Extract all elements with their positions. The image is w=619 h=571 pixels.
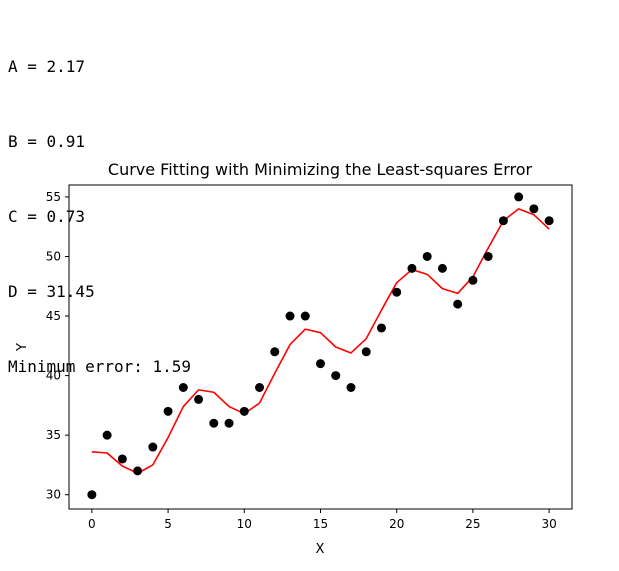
data-point	[209, 418, 219, 428]
fitted-curve-line	[91, 208, 550, 475]
data-point	[148, 442, 158, 452]
output-line-d: D = 31.45	[8, 282, 95, 301]
data-point	[316, 359, 325, 369]
y-tick-label: 50	[46, 249, 61, 263]
output-lines: A = 2.17 B = 0.91 C = 0.73 D = 31.45 Min…	[8, 4, 191, 404]
data-point	[346, 383, 356, 392]
data-point	[361, 347, 371, 357]
data-point	[224, 418, 234, 428]
x-tick-label: 25	[465, 517, 480, 531]
data-point	[117, 454, 127, 464]
data-point	[422, 251, 432, 261]
data-point	[239, 406, 249, 416]
chart-title: Curve Fitting with Minimizing the Least-…	[108, 160, 533, 179]
data-point	[453, 299, 463, 309]
x-tick-label: 15	[313, 517, 328, 531]
y-axis-title: Y	[15, 343, 30, 352]
x-tick-label: 5	[164, 517, 172, 531]
output-line-c: C = 0.73	[8, 207, 86, 226]
x-tick-label: 10	[237, 517, 252, 531]
data-point	[102, 430, 112, 440]
y-tick-label: 45	[46, 309, 61, 323]
data-point	[529, 204, 539, 214]
x-axis-title: X	[316, 542, 325, 557]
x-tick-label: 0	[88, 517, 96, 531]
y-tick-label: 55	[46, 190, 61, 204]
data-point	[498, 216, 508, 226]
y-tick-label: 30	[46, 488, 61, 502]
output-line-b: B = 0.91	[8, 132, 86, 151]
data-point	[437, 263, 447, 273]
data-point	[270, 347, 280, 357]
data-point	[544, 216, 554, 226]
data-point	[255, 383, 265, 392]
y-tick-label: 35	[46, 428, 61, 442]
data-point	[331, 371, 341, 381]
data-point	[133, 466, 143, 476]
y-tick-label: 40	[46, 369, 61, 383]
output-line-min-error: Minimum error: 1.59	[8, 357, 192, 376]
data-point	[163, 406, 173, 416]
data-point	[514, 192, 524, 202]
data-point	[407, 263, 417, 273]
chart-marks	[87, 192, 554, 500]
data-point	[376, 323, 386, 333]
data-point	[194, 394, 204, 404]
data-point	[392, 287, 402, 297]
data-point	[178, 383, 188, 392]
x-tick-label: 30	[541, 517, 556, 531]
data-point	[300, 311, 310, 321]
data-point	[285, 311, 295, 321]
data-point	[468, 275, 478, 285]
data-point	[483, 251, 493, 261]
data-point	[87, 490, 97, 500]
axis-ticks: 0 5 10 15 20 25 30 30 35 40 45 50 55	[46, 190, 557, 531]
output-line-a: A = 2.17	[8, 57, 86, 76]
x-tick-label: 20	[389, 517, 404, 531]
